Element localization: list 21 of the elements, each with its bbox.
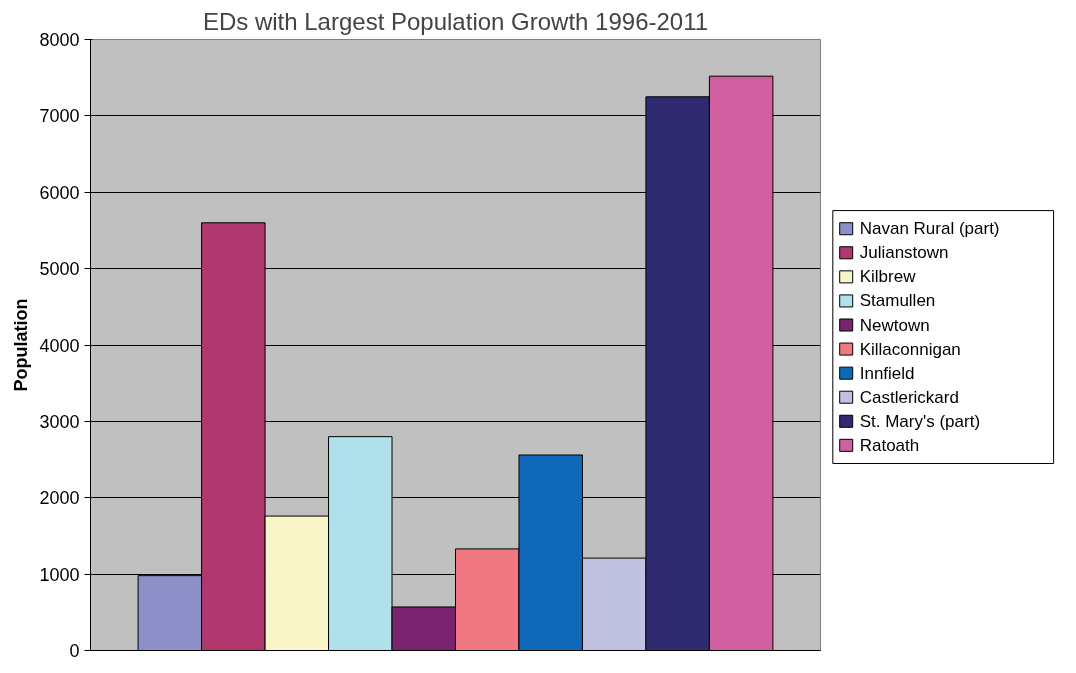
y-axis-title: Population: [11, 298, 32, 392]
chart-title: EDs with Largest Population Growth 1996-2011: [202, 7, 709, 35]
y-tick-label: 5000: [39, 259, 80, 280]
legend-label: Innfield: [859, 363, 915, 383]
legend-label: Castlerickard: [859, 387, 959, 407]
y-tick-label: 1000: [39, 564, 80, 585]
legend-label: Stamullen: [859, 291, 936, 311]
legend-label: Navan Rural (part): [859, 219, 1000, 239]
legend-label: Julianstown: [859, 243, 949, 263]
y-tick-label: 0: [69, 641, 80, 661]
y-tick-label: 2000: [39, 488, 80, 509]
y-tick-label: 6000: [39, 182, 80, 203]
y-tick-label: 4000: [39, 335, 80, 356]
y-tick-label: 8000: [39, 30, 80, 50]
legend-label: Killaconnigan: [859, 339, 961, 359]
y-tick-label: 7000: [39, 106, 80, 127]
legend-label: Kilbrew: [859, 267, 917, 287]
y-tick-label: 3000: [39, 411, 80, 432]
legend-label: Newtown: [859, 315, 930, 335]
legend-label: St. Mary's (part): [859, 411, 981, 431]
legend-label: Ratoath: [859, 435, 920, 455]
